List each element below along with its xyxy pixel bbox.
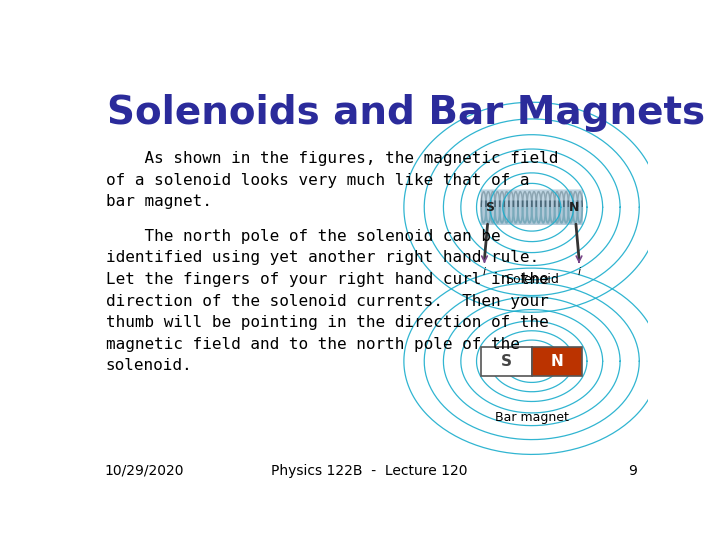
Text: i: i xyxy=(577,267,580,276)
Text: Physics 122B  -  Lecture 120: Physics 122B - Lecture 120 xyxy=(271,463,467,477)
Text: As shown in the figures, the magnetic field
of a solenoid looks very much like t: As shown in the figures, the magnetic fi… xyxy=(106,151,558,209)
Text: The north pole of the solenoid can be
identified using yet another right hand ru: The north pole of the solenoid can be id… xyxy=(106,229,548,374)
Text: N: N xyxy=(570,201,580,214)
Text: S: S xyxy=(485,201,494,214)
FancyBboxPatch shape xyxy=(481,190,583,225)
Text: i: i xyxy=(483,267,486,276)
Bar xyxy=(482,347,532,376)
Bar xyxy=(532,347,582,376)
Text: 10/29/2020: 10/29/2020 xyxy=(104,463,184,477)
Text: Bar magnet: Bar magnet xyxy=(495,411,569,424)
Text: S: S xyxy=(501,354,512,369)
Text: 9: 9 xyxy=(629,463,637,477)
FancyBboxPatch shape xyxy=(482,190,582,200)
Text: N: N xyxy=(551,354,563,369)
Text: Solenoid: Solenoid xyxy=(505,273,559,286)
Text: Solenoids and Bar Magnets: Solenoids and Bar Magnets xyxy=(107,93,705,132)
